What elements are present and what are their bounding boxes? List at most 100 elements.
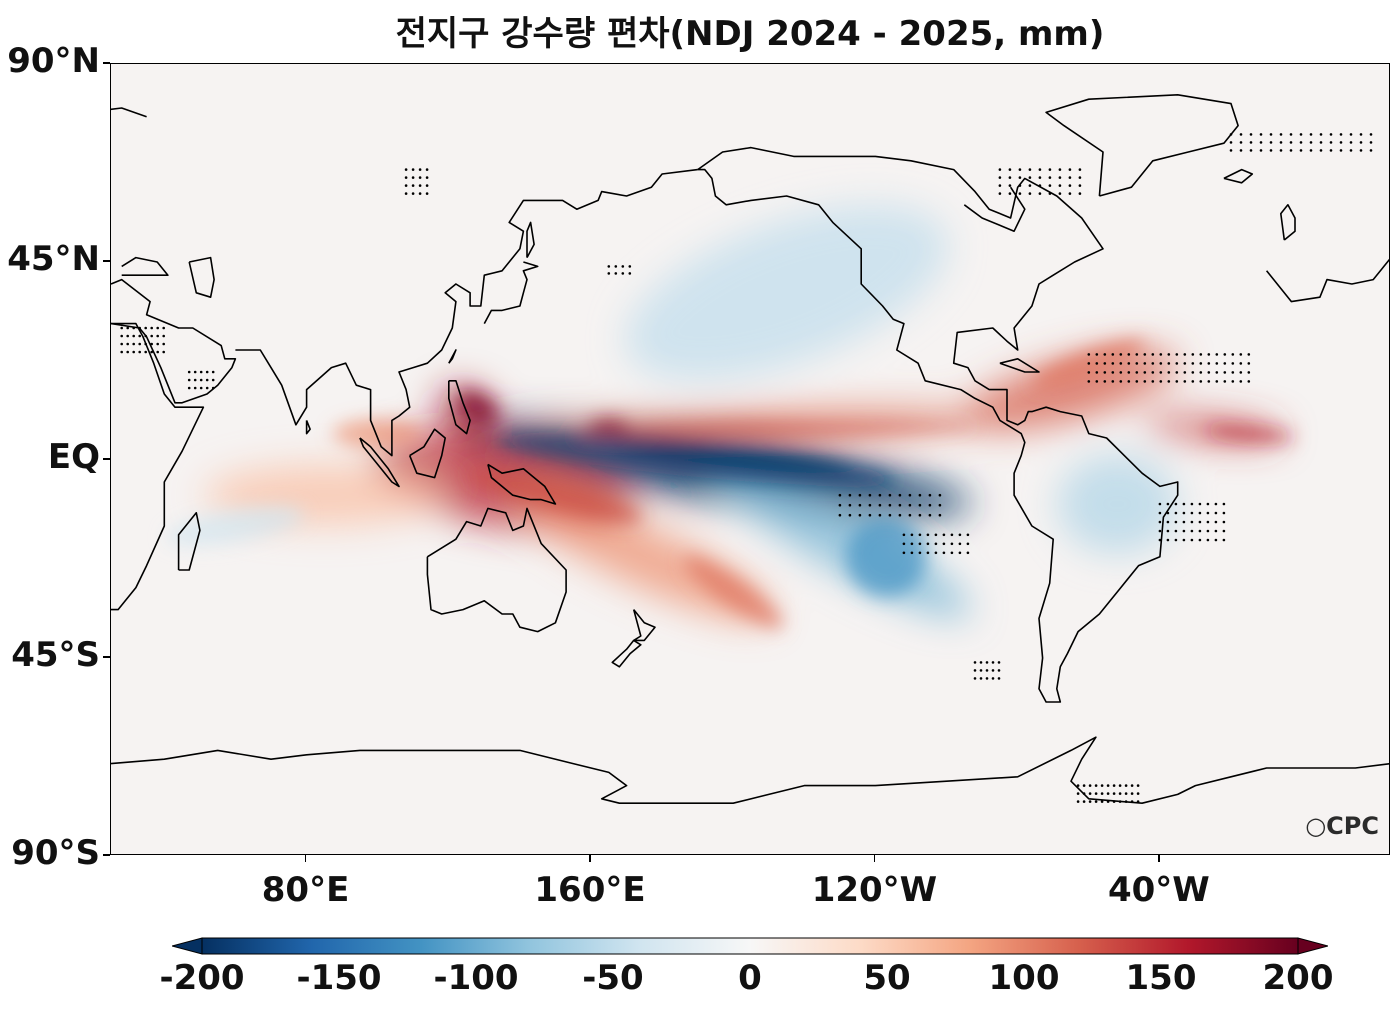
- significance-dot: [985, 661, 989, 664]
- significance-dot: [1191, 371, 1195, 374]
- significance-dot: [958, 533, 962, 537]
- anomaly-streak-1: [613, 439, 853, 472]
- significance-dot: [1087, 362, 1091, 365]
- significance-dot: [902, 542, 906, 546]
- significance-dot: [1198, 529, 1202, 533]
- significance-dot: [1130, 792, 1134, 795]
- significance-dot: [1329, 133, 1333, 136]
- significance-dot: [868, 503, 872, 507]
- significance-dot: [1214, 529, 1218, 533]
- significance-dot: [1167, 362, 1171, 365]
- significance-dot: [1190, 529, 1194, 533]
- significance-dot: [950, 533, 954, 537]
- significance-dot: [1028, 176, 1032, 179]
- lon-label: 120°W: [811, 870, 938, 910]
- significance-dot: [1028, 192, 1032, 195]
- significance-dot: [411, 168, 415, 171]
- significance-dot: [838, 493, 842, 497]
- significance-dot: [1247, 371, 1251, 374]
- significance-dot: [150, 342, 153, 346]
- significance-dot: [1175, 353, 1179, 356]
- significance-dot: [1111, 371, 1115, 374]
- significance-dot: [1038, 176, 1042, 179]
- significance-dot: [138, 350, 141, 354]
- significance-dot: [162, 334, 165, 338]
- significance-dot: [991, 669, 995, 672]
- significance-dot: [858, 493, 862, 497]
- significance-dot: [1329, 149, 1333, 152]
- significance-dot: [156, 334, 159, 338]
- significance-dot: [126, 326, 129, 330]
- significance-dot: [132, 334, 135, 338]
- significance-dot: [607, 272, 611, 275]
- significance-dot: [1158, 529, 1162, 533]
- lat-label: 45°N: [7, 239, 100, 279]
- significance-dot: [918, 493, 922, 497]
- coastline-iceland: [1223, 168, 1254, 184]
- significance-dot: [1215, 371, 1219, 374]
- significance-dot: [1078, 184, 1082, 187]
- significance-dot: [1191, 362, 1195, 365]
- significance-dot: [211, 378, 215, 382]
- coastline-antarctica: [111, 736, 1389, 805]
- significance-dot: [1309, 149, 1313, 152]
- anomaly-streak-6: [468, 468, 643, 523]
- significance-dot: [985, 669, 989, 672]
- significance-dot: [1191, 353, 1195, 356]
- significance-dot: [942, 533, 946, 537]
- significance-dot: [926, 533, 930, 537]
- significance-dot: [411, 192, 415, 195]
- significance-dot: [1369, 141, 1373, 144]
- coastline-black-sea: [121, 256, 169, 276]
- significance-dot: [156, 326, 159, 330]
- significance-dot: [1095, 380, 1099, 383]
- lat-tick: [103, 62, 110, 64]
- significance-dot: [910, 551, 914, 555]
- significance-dot: [878, 503, 882, 507]
- anomaly-streak-7: [683, 555, 784, 629]
- anomaly-north-pacific-deficit: [625, 205, 949, 381]
- significance-dot: [404, 184, 408, 187]
- coastline-madagascar: [177, 511, 201, 571]
- significance-dot: [878, 493, 882, 497]
- anomaly-streak-10: [166, 506, 305, 546]
- significance-dot: [1279, 133, 1283, 136]
- significance-dot: [898, 503, 902, 507]
- significance-dot: [1038, 192, 1042, 195]
- lon-label: 80°E: [261, 870, 350, 910]
- precipitation-anomaly-map: [111, 93, 1389, 805]
- significance-dot: [1058, 176, 1062, 179]
- significance-dot: [1166, 511, 1170, 515]
- significance-dot: [1167, 371, 1171, 374]
- colorbar-tick-label: -50: [582, 958, 644, 998]
- colorbar-tick-label: 200: [1262, 958, 1334, 998]
- significance-dot: [162, 350, 165, 354]
- significance-dot: [868, 493, 872, 497]
- significance-dot: [1190, 538, 1194, 542]
- significance-dot: [138, 342, 141, 346]
- significance-dot: [1319, 149, 1323, 152]
- significance-dot: [1124, 792, 1128, 795]
- significance-dot: [1127, 353, 1131, 356]
- significance-dot: [1279, 149, 1283, 152]
- significance-dot: [942, 542, 946, 546]
- significance-dot: [1239, 133, 1243, 136]
- significance-dot: [1119, 362, 1123, 365]
- significance-dot: [1175, 371, 1179, 374]
- significance-dot: [614, 265, 618, 268]
- significance-dot: [1222, 511, 1226, 515]
- significance-dot: [928, 493, 932, 497]
- significance-dot: [1087, 380, 1091, 383]
- significance-dot: [1183, 371, 1187, 374]
- significance-dot: [1078, 168, 1082, 171]
- significance-dot: [199, 370, 203, 374]
- significance-dot: [838, 503, 842, 507]
- significance-dot: [1214, 502, 1218, 506]
- significance-dot: [938, 493, 942, 497]
- significance-dot: [1111, 362, 1115, 365]
- significance-dot: [908, 513, 912, 517]
- significance-dot: [187, 378, 191, 382]
- significance-dot: [1190, 520, 1194, 524]
- significance-dot: [1076, 800, 1080, 803]
- significance-dot: [144, 342, 147, 346]
